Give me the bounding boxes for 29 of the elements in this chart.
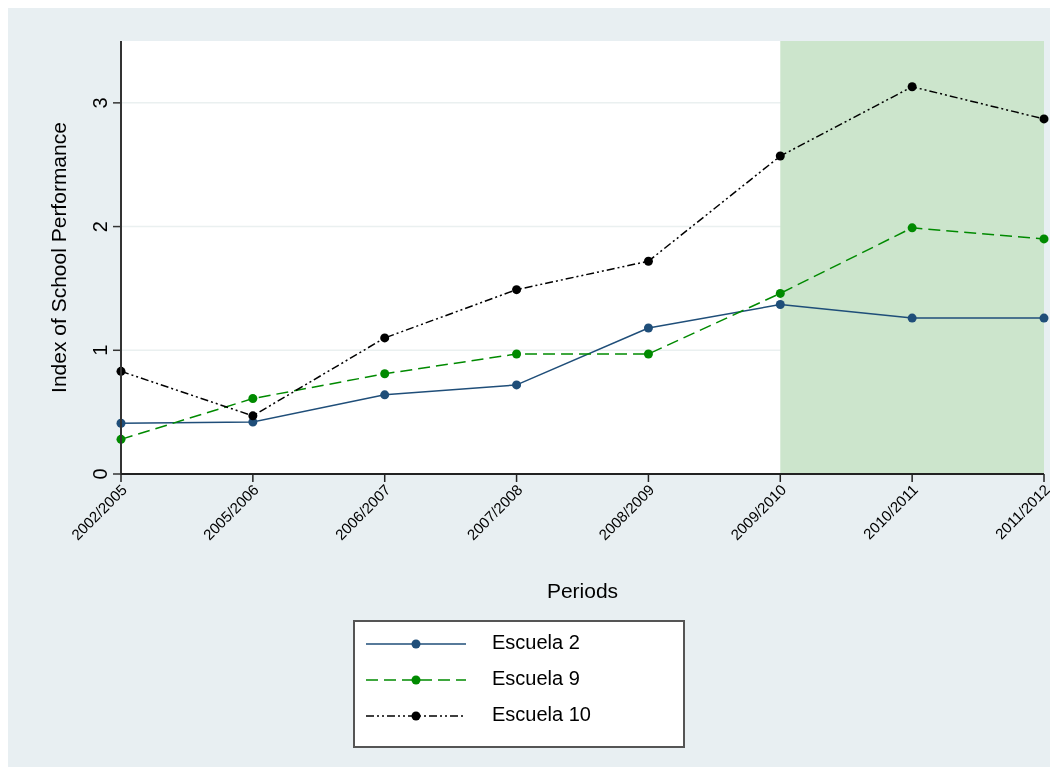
legend-label: Escuela 9 [492,667,580,690]
point [643,349,653,359]
x-axis-title: Periods [546,579,619,602]
point [775,151,785,161]
point [643,323,653,333]
point [643,256,653,266]
point [248,411,258,421]
point [1039,234,1049,244]
y-tick-label: 3 [89,97,111,109]
y-tick-label: 0 [89,468,111,480]
point [512,285,522,295]
point [775,288,785,298]
legend-label: Escuela 10 [492,703,591,726]
point [380,369,390,379]
point [380,333,390,343]
point [1039,313,1049,323]
point [907,313,917,323]
y-tick-label: 1 [89,344,111,356]
point [512,380,522,390]
legend-label: Escuela 2 [492,631,580,654]
point [907,223,917,233]
point [380,390,390,400]
point [775,300,785,310]
point [907,82,917,92]
point [248,394,258,404]
y-tick-label: 2 [89,221,111,233]
point [512,349,522,359]
point [1039,114,1049,124]
y-axis-title: Index of School Performance [47,122,70,393]
